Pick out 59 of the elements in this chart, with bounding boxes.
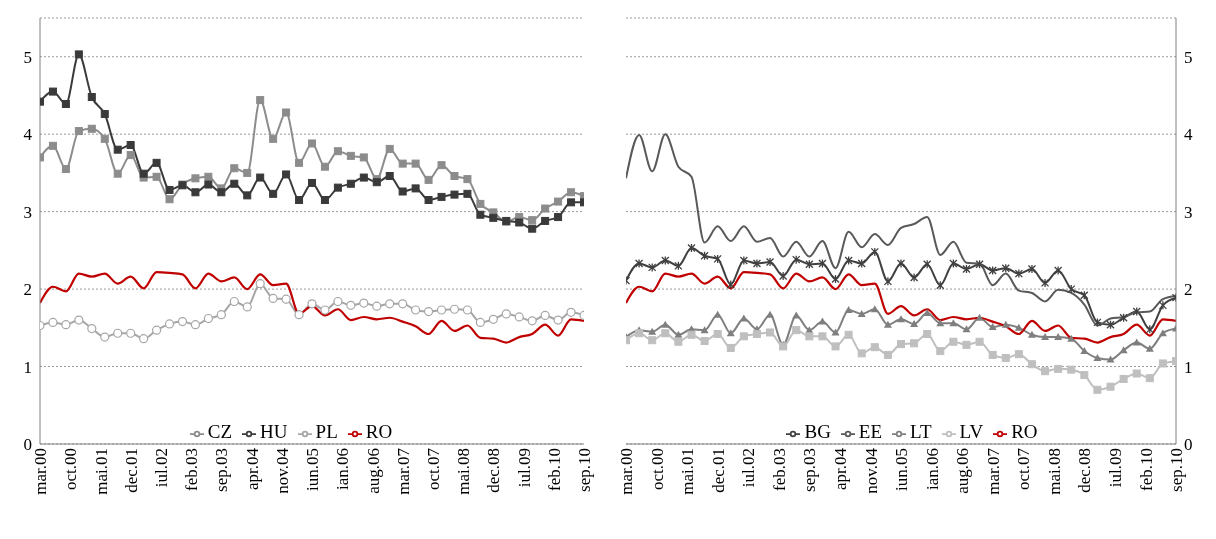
x-tick-label: mai.01 — [678, 448, 698, 495]
x-tick-label: mar.00 — [617, 448, 637, 495]
x-tick-label: dec.01 — [121, 448, 141, 493]
x-tick-label: ian.06 — [922, 448, 942, 491]
y-tick-label: 2 — [1184, 280, 1193, 300]
y-tick-label: 5 — [1184, 47, 1193, 67]
y-tick-label: 4 — [23, 125, 33, 145]
x-tick-label: feb.10 — [544, 448, 564, 491]
x-tick-label: ian.06 — [333, 448, 353, 491]
x-tick-label: iul.09 — [514, 448, 534, 488]
x-tick-label: nov.04 — [272, 447, 292, 494]
legend-label: RO — [1011, 421, 1038, 442]
y-tick-label: 1 — [1184, 357, 1193, 377]
x-tick-label: aug.06 — [363, 448, 383, 494]
x-tick-label: iun.05 — [892, 448, 912, 491]
x-tick-label: feb.03 — [182, 448, 202, 491]
x-tick-label: oct.00 — [61, 448, 81, 491]
x-tick-label: mai.08 — [454, 448, 474, 495]
y-tick-label: 3 — [1184, 202, 1193, 222]
y-tick-label: 4 — [1184, 125, 1193, 145]
x-tick-label: dec.01 — [708, 448, 728, 493]
x-tick-label: mai.01 — [91, 448, 111, 495]
x-tick-label: iul.02 — [151, 448, 171, 488]
x-tick-label: iul.09 — [1105, 448, 1125, 488]
x-tick-label: sep.10 — [1167, 448, 1187, 492]
x-tick-label: feb.10 — [1136, 448, 1156, 491]
x-tick-label: oct.07 — [423, 447, 443, 491]
legend-label: PL — [315, 421, 338, 442]
x-tick-label: nov.04 — [861, 447, 881, 494]
x-tick-label: iul.02 — [739, 448, 759, 488]
x-tick-label: aug.06 — [953, 448, 973, 494]
x-tick-label: mai.08 — [1044, 448, 1064, 495]
x-tick-label: apr.04 — [830, 447, 850, 491]
x-tick-label: oct.07 — [1014, 447, 1034, 491]
y-tick-label: 1 — [23, 357, 32, 377]
x-tick-label: sep.10 — [575, 448, 595, 492]
legend-label: RO — [365, 421, 393, 442]
y-tick-label: 5 — [23, 47, 32, 67]
x-tick-label: dec.08 — [1075, 448, 1095, 493]
y-tick-label: 0 — [23, 435, 32, 455]
y-tick-label: 0 — [1184, 435, 1193, 455]
x-tick-label: iun.05 — [303, 448, 323, 491]
x-tick-label: oct.00 — [647, 448, 667, 491]
x-tick-label: feb.03 — [769, 448, 789, 491]
y-tick-label: 3 — [23, 202, 32, 222]
legend-label: EE — [858, 421, 883, 442]
x-tick-label: sep.03 — [212, 448, 232, 492]
x-tick-label: apr.04 — [242, 447, 262, 491]
x-tick-label: mar.07 — [393, 447, 413, 495]
legend-label: BG — [804, 421, 831, 442]
y-tick-label: 2 — [23, 280, 32, 300]
legend-label: CZ — [207, 421, 233, 442]
x-tick-label: mar.07 — [983, 447, 1003, 495]
legend-label: LT — [910, 421, 932, 442]
legend-label: LV — [959, 421, 984, 442]
x-tick-label: mar.00 — [31, 448, 51, 495]
x-tick-label: sep.03 — [800, 448, 820, 492]
legend-label: HU — [260, 421, 288, 442]
x-tick-label: dec.08 — [484, 448, 504, 493]
